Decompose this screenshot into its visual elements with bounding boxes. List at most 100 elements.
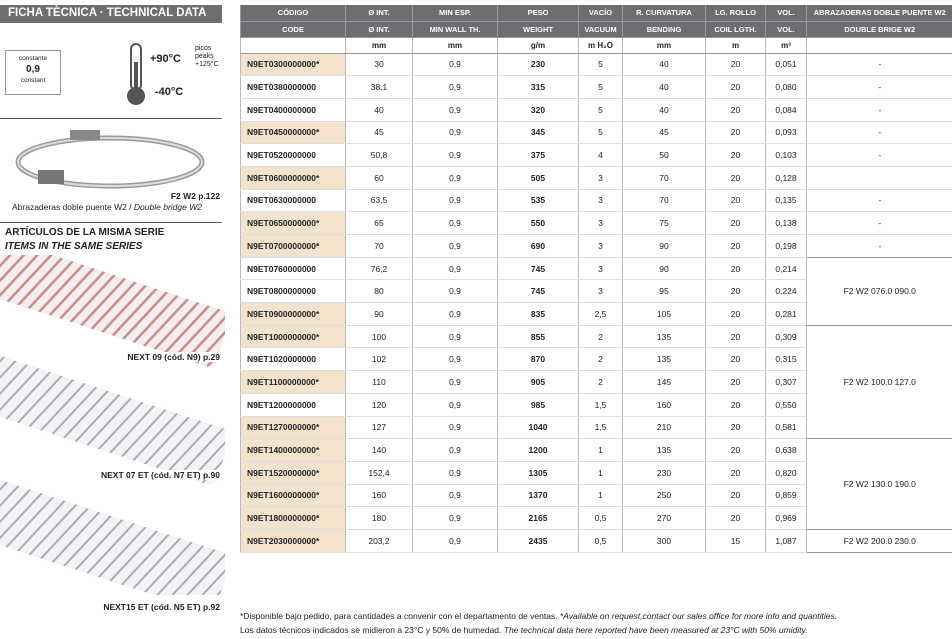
value-cell: 3	[578, 166, 623, 190]
value-cell: 20	[705, 461, 766, 485]
bridge-cell: -	[806, 234, 952, 258]
header-cell: WEIGHT	[497, 21, 579, 38]
value-cell: 5	[578, 75, 623, 99]
value-cell: 835	[497, 302, 579, 326]
table-row: N9ET0630000000 63,5 0,9 535 3 70 20 0,135-	[240, 189, 952, 213]
peaks: picos peaks +125°C	[195, 45, 219, 69]
table-row: N9ET0400000000 40 0,9 320 5 40 20 0,084-	[240, 98, 952, 122]
value-cell: 0,309	[765, 325, 807, 349]
header-row: CÓDIGO Ø INT. MIN ESP. PESO VACÍO R. CURVATUR…	[240, 5, 952, 22]
value-cell: 0,198	[765, 234, 807, 258]
value-cell: 100	[345, 325, 413, 349]
value-cell: 45	[345, 121, 413, 145]
temp-max: +90°C	[150, 53, 182, 65]
related-item: NEXT 09 (cód. N9) p.29	[127, 352, 220, 362]
header-cell: ABRAZADERAS DOBLE PUENTE W2	[806, 5, 952, 22]
related-item: NEXT 07 ET (cód. N7 ET) p.90	[100, 470, 220, 480]
value-cell: 0,9	[412, 279, 498, 304]
value-cell: 0,9	[412, 121, 498, 145]
header-cell: m³	[765, 37, 807, 54]
value-cell: 20	[705, 257, 766, 281]
table-row: N9ET0650000000* 65 0,9 550 3 75 20 0,138-	[240, 211, 952, 235]
value-cell: 2	[578, 347, 623, 372]
header-cell: COIL LGTH.	[705, 21, 766, 38]
value-cell: 1200	[497, 438, 579, 462]
code-cell: N9ET0520000000	[240, 143, 346, 167]
value-cell: 0,638	[765, 438, 807, 462]
value-cell: 70	[622, 189, 706, 213]
header-cell: BENDING	[622, 21, 706, 38]
value-cell: 20	[705, 370, 766, 394]
value-cell: 0,080	[765, 75, 807, 99]
value-cell: 0,084	[765, 98, 807, 122]
value-cell: 0,820	[765, 461, 807, 485]
value-cell: 20	[705, 416, 766, 440]
table-row: N9ET0700000000* 70 0,9 690 3 90 20 0,198-	[240, 234, 952, 258]
table-row: N9ET0450000000* 45 0,9 345 5 45 20 0,093-	[240, 121, 952, 145]
value-cell: 0,9	[412, 211, 498, 235]
temp-peak: +125°C	[195, 61, 219, 68]
code-cell: N9ET0650000000*	[240, 211, 346, 235]
value-cell: 0,9	[412, 347, 498, 372]
code-cell: N9ET1800000000*	[240, 506, 346, 530]
value-cell: 3	[578, 189, 623, 213]
header-cell: MIN WALL TH.	[412, 21, 498, 38]
footnote-en: *Available on request,contact our sales …	[559, 611, 838, 621]
value-cell: 1	[578, 461, 623, 485]
code-cell: N9ET0380000000	[240, 75, 346, 99]
accessory-caption: Abrazaderas doble puente W2 / Double bri…	[12, 202, 202, 212]
value-cell: 180	[345, 506, 413, 530]
value-cell: 0,9	[412, 53, 498, 77]
value-cell: 20	[705, 347, 766, 372]
value-cell: 1305	[497, 461, 579, 485]
code-cell: N9ET1600000000*	[240, 484, 346, 508]
value-cell: 90	[345, 302, 413, 326]
code-cell: N9ET1200000000	[240, 393, 346, 417]
value-cell: 50	[622, 143, 706, 167]
wall-label: constante	[18, 55, 48, 62]
value-cell: 2	[578, 325, 623, 349]
value-cell: 0,9	[412, 506, 498, 530]
value-cell: 210	[622, 416, 706, 440]
value-cell: 120	[345, 393, 413, 417]
header-cell: CODE	[240, 21, 346, 38]
value-cell: 40	[622, 98, 706, 122]
table-row: N9ET1100000000* 110 0,9 905 2 145 20 0,307	[240, 370, 952, 394]
table-row: N9ET1520000000* 152,4 0,9 1305 1 230 20 0,820	[240, 461, 952, 485]
code-cell: N9ET0450000000*	[240, 121, 346, 145]
thermometer-icon	[127, 43, 145, 105]
value-cell: 1,087	[765, 529, 807, 553]
value-cell: 0,9	[412, 166, 498, 190]
code-cell: N9ET0900000000*	[240, 302, 346, 326]
table-row: N9ET1600000000* 160 0,9 1370 1 250 20 0,859	[240, 484, 952, 508]
value-cell: 300	[622, 529, 706, 553]
value-cell: 0,859	[765, 484, 807, 508]
value-cell: 870	[497, 347, 579, 372]
value-cell: 0,224	[765, 279, 807, 304]
value-cell: 1040	[497, 416, 579, 440]
value-cell: 0,093	[765, 121, 807, 145]
value-cell: 45	[622, 121, 706, 145]
bridge-cell: -	[806, 53, 952, 77]
value-cell: 270	[622, 506, 706, 530]
table-row: N9ET2030000000* 203,2 0,9 2435 0,5 300 15 1,087…	[240, 529, 952, 553]
header-cell: VACÍO	[578, 5, 623, 22]
value-cell: 320	[497, 98, 579, 122]
value-cell: 135	[622, 438, 706, 462]
value-cell: 160	[345, 484, 413, 508]
bridge-cell: -	[806, 189, 952, 213]
value-cell: 2435	[497, 529, 579, 553]
value-cell: 1,5	[578, 393, 623, 417]
value-cell: 0,214	[765, 257, 807, 281]
value-cell: 4	[578, 143, 623, 167]
value-cell: 110	[345, 370, 413, 394]
value-cell: 127	[345, 416, 413, 440]
code-cell: N9ET0400000000	[240, 98, 346, 122]
table-row: N9ET0760000000 76,2 0,9 745 3 90 20 0,214 F2 W2 …	[240, 257, 952, 326]
value-cell: 0,281	[765, 302, 807, 326]
value-cell: 20	[705, 53, 766, 77]
value-cell: 745	[497, 257, 579, 281]
hose-images	[0, 255, 225, 595]
header-cell: Ø INT.	[345, 21, 413, 38]
value-cell: 2	[578, 370, 623, 394]
